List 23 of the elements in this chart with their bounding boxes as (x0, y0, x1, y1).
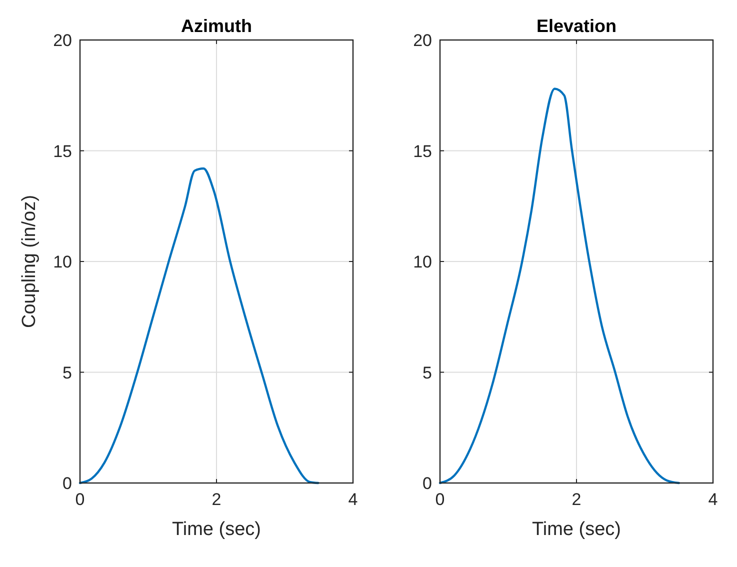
x-tick-label: 2 (572, 490, 582, 509)
x-axis-title: Time (sec) (532, 519, 622, 540)
chart-title: Azimuth (181, 16, 252, 36)
line-series (78, 167, 320, 484)
y-axis-title: Coupling (in/oz) (19, 194, 40, 328)
y-tick-label: 5 (62, 363, 72, 382)
y-tick-label: 10 (53, 252, 72, 272)
y-tick-label: 20 (53, 31, 72, 50)
y-tick-label: 5 (422, 363, 432, 382)
x-axis-title: Time (sec) (172, 519, 262, 540)
x-tick-label: 4 (348, 490, 358, 509)
y-tick-label: 10 (413, 252, 432, 272)
y-tick-label: 20 (413, 31, 432, 50)
y-tick-label: 0 (422, 474, 432, 493)
y-tick-label: 0 (62, 474, 72, 493)
line-series (438, 88, 680, 484)
x-tick-label: 4 (708, 490, 718, 509)
x-tick-label: 2 (212, 490, 222, 509)
x-tick-label: 0 (75, 490, 85, 509)
y-tick-label: 15 (413, 142, 432, 161)
y-tick-label: 15 (53, 142, 72, 161)
x-tick-label: 0 (435, 490, 445, 509)
chart-title: Elevation (536, 16, 617, 36)
